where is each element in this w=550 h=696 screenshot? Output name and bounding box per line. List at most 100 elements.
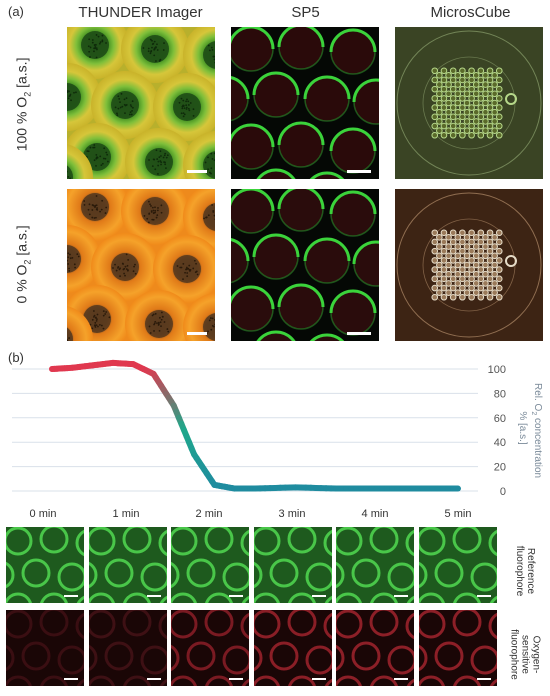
microwell [469, 123, 475, 129]
microwell [496, 294, 502, 300]
well-ring [254, 611, 279, 637]
panel-a-label: (a) [8, 4, 24, 19]
y-tick-label: 0 [500, 486, 506, 498]
microwell [487, 230, 493, 236]
microwell [492, 82, 498, 88]
microwell [478, 267, 484, 273]
microwell [446, 271, 452, 277]
microwell [487, 132, 493, 138]
microwell [473, 262, 479, 268]
row-label-oxygen-sensitive: Oxygen- sensitive fluorophore [509, 615, 542, 695]
microwell [455, 281, 461, 287]
microwell [432, 248, 438, 254]
sp5-100-image [231, 27, 379, 179]
y-axis-label: Rel. O2 concentration % [a.s.] [517, 383, 543, 473]
microwell [464, 281, 470, 287]
microwell [496, 285, 502, 291]
microwell [450, 114, 456, 120]
microwell [441, 248, 447, 254]
microwell [496, 105, 502, 111]
microwell [437, 262, 443, 268]
microwell [464, 262, 470, 268]
microwell [446, 91, 452, 97]
well-ring [336, 562, 343, 588]
microwell [469, 105, 475, 111]
microwell [460, 132, 466, 138]
microwell [478, 114, 484, 120]
microwell [496, 77, 502, 83]
microwell [469, 294, 475, 300]
microwell [496, 276, 502, 282]
well-ring [142, 647, 167, 673]
well-ring [41, 527, 67, 552]
well-ring [353, 643, 379, 669]
microwell [478, 285, 484, 291]
microwell [487, 68, 493, 74]
microwell [460, 96, 466, 102]
microwell [464, 91, 470, 97]
microscube-0-image [395, 189, 543, 341]
row-label-100-o2: 100 % O2 [a.s.] [14, 39, 33, 169]
microwell [492, 262, 498, 268]
microwell [450, 86, 456, 92]
well-ring [106, 643, 132, 669]
microwell [450, 248, 456, 254]
microwell [455, 73, 461, 79]
microwell [487, 114, 493, 120]
well-ring [6, 677, 31, 686]
well-ring [89, 528, 114, 554]
microwell [432, 114, 438, 120]
microwell [446, 128, 452, 134]
microwell [478, 258, 484, 264]
microwell [432, 123, 438, 129]
scale-bar [64, 595, 78, 597]
microwell [432, 86, 438, 92]
reference-tile [171, 527, 249, 603]
microwell [469, 248, 475, 254]
microwell [432, 239, 438, 245]
microwell [441, 258, 447, 264]
well-ring [271, 560, 297, 586]
microwell [487, 86, 493, 92]
microwell [473, 253, 479, 259]
o2-line-chart: 020406080100 [0, 355, 550, 505]
scale-bar [312, 595, 326, 597]
microwell [450, 230, 456, 236]
microwell [487, 105, 493, 111]
microwell [460, 239, 466, 245]
microwell [455, 128, 461, 134]
scale-bar [229, 678, 243, 680]
scale-bar [394, 678, 408, 680]
microwell [483, 100, 489, 106]
microwell [460, 276, 466, 282]
microwell [446, 73, 452, 79]
well-ring [419, 677, 444, 686]
microwell [460, 285, 466, 291]
well-ring [89, 562, 96, 588]
well-ring [206, 527, 232, 552]
time-label: 5 min [428, 508, 488, 520]
microwell [492, 244, 498, 250]
microwell [455, 262, 461, 268]
microwell [446, 281, 452, 287]
microwell [483, 244, 489, 250]
microwell [450, 123, 456, 129]
microwell [473, 128, 479, 134]
scale-bar [147, 678, 161, 680]
time-label: 0 min [13, 508, 73, 520]
well-interior [354, 242, 379, 286]
microwell [483, 128, 489, 134]
oxygen-sensitive-tile [89, 610, 167, 686]
well-ring [171, 611, 196, 637]
microwell [450, 239, 456, 245]
well-ring [89, 677, 114, 686]
microwell [437, 82, 443, 88]
microwell [464, 271, 470, 277]
well-ring [325, 530, 332, 556]
microwell [473, 73, 479, 79]
microwell [464, 290, 470, 296]
microwell [492, 290, 498, 296]
microwell [469, 258, 475, 264]
reference-tile [419, 527, 497, 603]
scale-bar [477, 595, 491, 597]
